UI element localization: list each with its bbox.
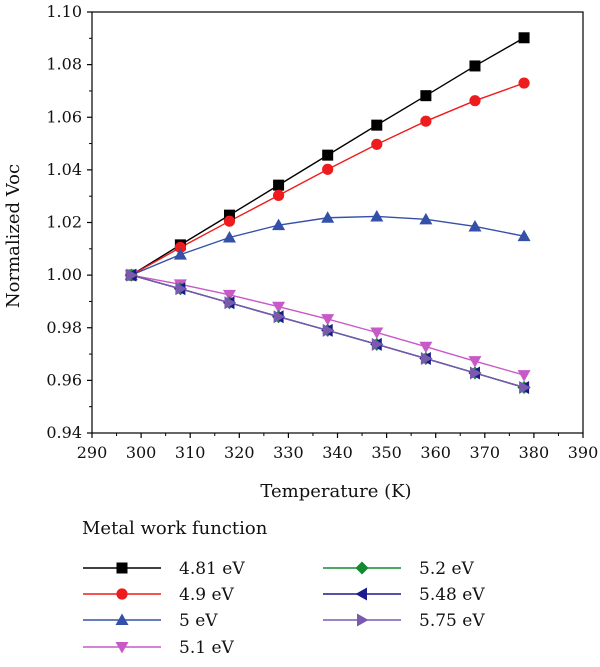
legend-marker xyxy=(357,613,369,627)
data-point xyxy=(517,370,531,382)
data-point xyxy=(272,301,286,314)
legend-label: 4.9 eV xyxy=(179,585,235,605)
x-tick-label: 290 xyxy=(77,443,108,462)
x-axis-title: Temperature (K) xyxy=(260,481,411,502)
y-tick-label: 1.02 xyxy=(46,213,82,232)
data-point xyxy=(419,212,433,225)
data-point xyxy=(469,95,481,107)
y-axis-title: Normalized Voc xyxy=(3,164,24,308)
x-tick-label: 350 xyxy=(371,443,402,462)
y-tick-label: 1.00 xyxy=(46,265,82,284)
data-point xyxy=(370,209,384,222)
x-tick-label: 380 xyxy=(519,443,550,462)
legend-marker xyxy=(355,587,367,601)
legend-label: 4.81 eV xyxy=(179,559,245,579)
legend-label: 5.48 eV xyxy=(419,585,485,605)
x-tick-label: 300 xyxy=(126,443,157,462)
data-point xyxy=(518,32,530,44)
data-point xyxy=(519,380,531,394)
data-point xyxy=(468,356,482,368)
data-point xyxy=(272,189,285,201)
x-tick-label: 370 xyxy=(470,443,501,462)
data-point xyxy=(321,211,335,223)
data-point xyxy=(517,229,531,242)
data-point xyxy=(371,337,384,351)
legend-title: Metal work function xyxy=(82,518,268,539)
data-point xyxy=(322,323,335,337)
data-point xyxy=(273,310,286,324)
x-tick-label: 360 xyxy=(420,443,451,462)
y-tick-label: 0.94 xyxy=(46,423,82,442)
data-point xyxy=(174,241,186,254)
data-point xyxy=(469,366,482,380)
legend-label: 5.2 eV xyxy=(419,559,475,579)
x-tick-label: 340 xyxy=(322,443,353,462)
data-point xyxy=(223,215,236,227)
data-point xyxy=(370,327,384,339)
plot-area xyxy=(124,32,531,394)
y-tick-label: 1.10 xyxy=(46,2,82,21)
y-tick-label: 0.96 xyxy=(46,370,82,389)
data-point xyxy=(371,119,383,131)
data-point xyxy=(222,289,236,302)
data-point xyxy=(419,341,433,354)
x-tick-label: 390 xyxy=(568,443,599,462)
data-point xyxy=(371,138,383,150)
data-point xyxy=(322,163,334,175)
series-line xyxy=(131,215,525,276)
data-point xyxy=(420,352,433,366)
axes: 290 300 310 320 330 340 350 360 370 380 390 0.94 0.9… xyxy=(46,2,598,462)
legend: 4.81 eV 4.9 eV 5 eV 5.1 eV 5.2 eV 5.48 eV 5.75… xyxy=(83,559,485,658)
data-point xyxy=(272,218,286,231)
data-point xyxy=(126,268,138,282)
data-point xyxy=(273,179,285,191)
data-point xyxy=(469,60,481,72)
x-tick-label: 320 xyxy=(224,443,255,462)
data-point xyxy=(222,230,236,243)
data-point xyxy=(321,314,335,326)
x-tick-label: 310 xyxy=(175,443,206,462)
legend-marker xyxy=(116,562,128,574)
data-point xyxy=(518,77,530,89)
legend-label: 5.75 eV xyxy=(419,611,485,631)
y-tick-label: 1.08 xyxy=(46,55,82,74)
data-point xyxy=(322,149,334,161)
series-line xyxy=(130,82,525,276)
legend-label: 5.1 eV xyxy=(179,638,235,658)
legend-marker xyxy=(355,561,369,575)
data-point xyxy=(175,282,187,296)
x-tick-label: 330 xyxy=(273,443,304,462)
data-point xyxy=(224,296,236,310)
legend-marker xyxy=(115,642,129,654)
data-point xyxy=(173,248,187,260)
plot-frame xyxy=(91,11,584,434)
data-point xyxy=(420,115,432,127)
legend-label: 5 eV xyxy=(179,611,218,631)
y-tick-label: 1.04 xyxy=(46,160,82,179)
legend-marker xyxy=(115,613,129,625)
data-point xyxy=(420,90,432,102)
legend-marker xyxy=(116,588,128,600)
data-point xyxy=(223,209,235,221)
data-point xyxy=(468,219,482,232)
y-tick-label: 1.06 xyxy=(46,107,82,126)
y-tick-label: 0.98 xyxy=(46,318,82,337)
